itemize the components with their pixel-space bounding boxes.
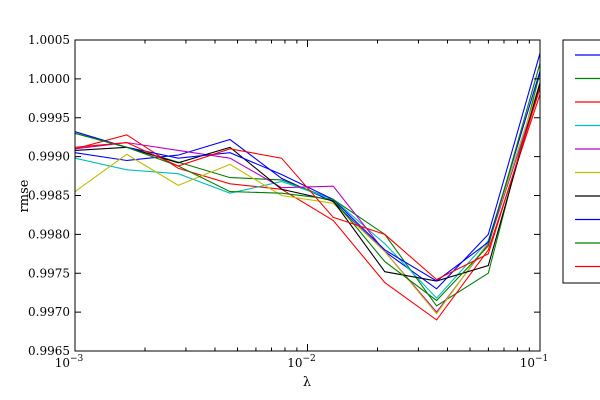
y-tick-label: 0.9985 [28, 189, 70, 203]
y-axis-label: rmse [17, 179, 32, 212]
y-tick-label: 1.0000 [28, 72, 70, 86]
tick-layer: 0.9965 0.9970 0.9975 0.9980 0.9985 0.9990 0.99… [28, 33, 548, 370]
series-line-4 [75, 82, 540, 299]
y-tick-label: 0.9980 [28, 227, 70, 241]
y-tick-label: 0.9995 [28, 111, 70, 125]
y-tick-label: 0.9990 [28, 150, 70, 164]
x-tick-label: 10−1 [520, 354, 549, 370]
y-tick-label: 0.9965 [28, 344, 70, 358]
x-axis-label: λ [303, 375, 311, 390]
legend-swatches [575, 54, 600, 268]
x-tick-label: 10−3 [55, 354, 84, 370]
y-tick-label: 0.9975 [28, 266, 70, 280]
y-tick-label: 1.0005 [28, 33, 70, 47]
y-tick-label: 0.9970 [28, 305, 70, 319]
series-line-10 [75, 88, 540, 281]
series-line-6 [75, 82, 540, 315]
series-layer [75, 53, 540, 321]
series-line-9 [75, 63, 540, 302]
legend [562, 39, 600, 284]
legend-frame [562, 39, 600, 284]
x-tick-label: 10−2 [287, 354, 316, 370]
series-line-3 [75, 94, 540, 321]
series-line-7 [75, 82, 540, 282]
series-line-8 [75, 70, 540, 282]
